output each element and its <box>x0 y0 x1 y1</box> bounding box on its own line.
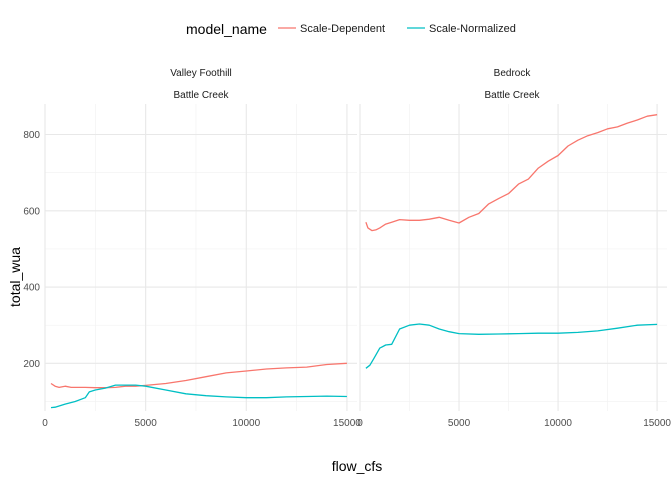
panel-valley-foothill: Valley Foothill Battle Creek 0 5000 10000 1… <box>42 68 361 429</box>
x-tick-label: 0 <box>42 418 48 429</box>
legend: model_name Scale-Dependent Scale-Normali… <box>186 21 516 37</box>
strip-label-bedrock: Bedrock <box>494 68 532 79</box>
series-line-scale-normalized <box>50 384 347 409</box>
legend-title: model_name <box>186 21 267 37</box>
legend-label-scale-dependent: Scale-Dependent <box>300 23 385 35</box>
legend-label-scale-normalized: Scale-Normalized <box>429 23 516 35</box>
panel-bedrock: Bedrock Battle Creek 0 5000 10000 15000 <box>357 68 671 429</box>
x-tick-label: 10000 <box>544 418 572 429</box>
y-tick-label: 600 <box>23 206 40 217</box>
x-axis-title: flow_cfs <box>332 458 383 474</box>
series-line-scale-dependent <box>365 114 658 232</box>
x-tick-label: 5000 <box>448 418 471 429</box>
strip-label-valley-foothill: Valley Foothill <box>170 68 232 79</box>
strip-label-battle-creek-1: Battle Creek <box>173 90 229 101</box>
y-axis-tick-labels: 200 400 600 800 <box>23 130 40 370</box>
y-tick-label: 200 <box>23 359 40 370</box>
x-tick-label: 15000 <box>333 418 361 429</box>
x-tick-label: 5000 <box>135 418 158 429</box>
y-tick-label: 400 <box>23 283 40 294</box>
x-tick-label: 0 <box>357 418 363 429</box>
x-tick-label: 10000 <box>232 418 260 429</box>
x-tick-label: 15000 <box>643 418 671 429</box>
y-axis-title: total_wua <box>7 247 23 307</box>
strip-label-battle-creek-2: Battle Creek <box>484 90 540 101</box>
y-tick-label: 800 <box>23 130 40 141</box>
series-line-scale-normalized <box>365 323 658 369</box>
